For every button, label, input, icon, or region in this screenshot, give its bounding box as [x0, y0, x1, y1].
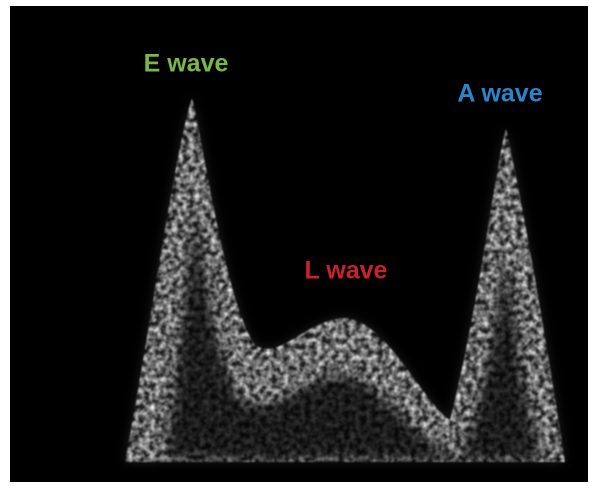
e-wave-label: E wave: [144, 50, 229, 78]
doppler-image: E wave L wave A wave: [0, 0, 595, 489]
l-wave-label: L wave: [305, 257, 388, 285]
page: {"image": {"labels": ["E wave", "L wave"…: [0, 0, 595, 489]
a-wave-label: A wave: [457, 80, 542, 108]
